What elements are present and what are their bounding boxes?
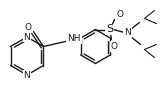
Text: S: S [106,25,113,34]
Text: N: N [24,33,30,41]
Text: O: O [117,10,124,19]
Text: O: O [25,23,32,32]
Text: O: O [111,42,118,51]
Text: NH: NH [67,34,81,43]
Text: N: N [24,71,30,79]
Text: N: N [124,28,131,37]
